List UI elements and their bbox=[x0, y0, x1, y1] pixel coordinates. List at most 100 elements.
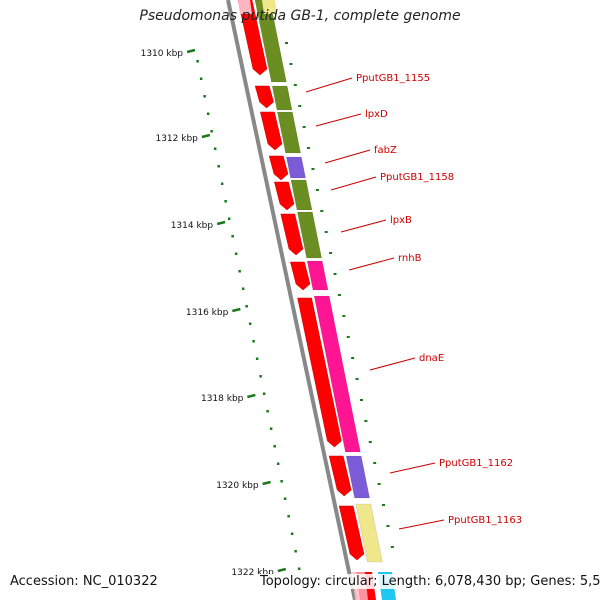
minor-tick-dot bbox=[262, 392, 266, 395]
feature-block bbox=[297, 211, 322, 259]
feature-tick-dot bbox=[359, 399, 363, 401]
leader-line bbox=[330, 176, 377, 191]
tick-label: 1314 kbp bbox=[171, 221, 214, 231]
tick-label: 1312 kbp bbox=[155, 134, 198, 144]
minor-tick-dot bbox=[217, 165, 220, 168]
leader-line bbox=[398, 519, 445, 530]
gene-label: fabZ bbox=[374, 145, 397, 156]
tick-mark bbox=[277, 567, 287, 573]
feature-tick-dot bbox=[342, 315, 346, 317]
tick-mark bbox=[247, 393, 256, 399]
gene-label: lpxD bbox=[365, 109, 388, 120]
minor-tick-dot bbox=[245, 305, 248, 308]
tick-label: 1320 kbp bbox=[216, 481, 259, 491]
minor-tick-dot bbox=[283, 497, 287, 500]
minor-tick-dot bbox=[241, 287, 245, 290]
feature-tick-dot bbox=[324, 231, 328, 233]
feature-tick-dot bbox=[386, 525, 390, 527]
feature-tick-dot bbox=[390, 546, 394, 548]
tick-mark bbox=[201, 133, 211, 139]
feature-block bbox=[262, 0, 277, 14]
feature-tick-dot bbox=[351, 357, 355, 359]
feature-block bbox=[345, 455, 370, 499]
minor-tick-dot bbox=[269, 427, 273, 430]
feature-block bbox=[290, 179, 313, 211]
cds-arrow bbox=[274, 181, 295, 211]
minor-tick-dot bbox=[252, 340, 255, 343]
feature-block bbox=[277, 111, 301, 154]
cds-arrow bbox=[297, 297, 342, 448]
cds-arrow bbox=[237, 0, 268, 76]
leader-line bbox=[340, 219, 387, 233]
tick-mark bbox=[186, 48, 196, 54]
minor-tick-dot bbox=[259, 375, 262, 378]
feature-tick-dot bbox=[333, 273, 337, 275]
tick-label: 1310 kbp bbox=[141, 49, 184, 59]
cds-arrow bbox=[268, 155, 289, 181]
minor-tick-dot bbox=[266, 410, 269, 413]
gene-label: PputGB1_1163 bbox=[448, 515, 522, 526]
feature-tick-dot bbox=[302, 126, 306, 128]
backbone-line bbox=[226, 0, 357, 600]
cds-arrow bbox=[280, 213, 304, 256]
feature-tick-dot bbox=[293, 84, 297, 86]
feature-track bbox=[238, 0, 396, 600]
tick-label: 1322 kbp bbox=[231, 568, 274, 578]
feature-block bbox=[313, 295, 361, 453]
cds-track bbox=[237, 0, 376, 600]
backbone bbox=[226, 0, 357, 600]
gene-label: dnaE bbox=[419, 353, 444, 364]
feature-block bbox=[306, 260, 329, 291]
minor-tick-dot bbox=[231, 235, 234, 238]
gene-label: PputGB1_1162 bbox=[439, 458, 513, 469]
cds-arrow bbox=[328, 455, 352, 497]
feature-tick-dot bbox=[315, 189, 319, 191]
leader-line bbox=[369, 357, 416, 371]
feature-tick-dot bbox=[285, 42, 288, 44]
minor-tick-dot bbox=[294, 550, 297, 553]
accession-text: Accession: NC_010322 bbox=[8, 574, 160, 589]
cds-arrow bbox=[254, 85, 274, 109]
tick-label: 1318 kbp bbox=[201, 394, 244, 404]
feature-tick-dot bbox=[329, 252, 333, 254]
minor-tick-dot bbox=[287, 515, 290, 518]
gene-label: lpxB bbox=[390, 215, 412, 226]
feature-tick-dot bbox=[364, 420, 368, 422]
minor-tick-dot bbox=[238, 270, 241, 273]
minor-tick-dot bbox=[206, 112, 210, 115]
feature-block bbox=[286, 156, 306, 179]
feature-tick-dot bbox=[377, 483, 381, 485]
feature-block bbox=[254, 0, 287, 83]
minor-tick-dot bbox=[297, 567, 301, 570]
feature-tick-dot bbox=[298, 105, 302, 107]
leader-line bbox=[324, 149, 371, 164]
leader-line bbox=[315, 113, 362, 127]
gene-label: rnhB bbox=[398, 253, 422, 264]
feature-tick-dot bbox=[337, 294, 341, 296]
tick-label: 1316 kbp bbox=[186, 308, 229, 318]
minor-tick-dot bbox=[213, 147, 217, 150]
feature-tick-dot bbox=[289, 63, 293, 65]
minor-tick-dot bbox=[203, 95, 206, 98]
feature-tick-dot bbox=[320, 210, 324, 212]
gene-label: PputGB1_1155 bbox=[356, 73, 430, 84]
minor-tick-dot bbox=[248, 322, 252, 325]
minor-tick-dot bbox=[227, 217, 231, 220]
feature-tick-dot bbox=[382, 504, 386, 506]
feature-block bbox=[238, 0, 252, 14]
genome-summary-text: Topology: circular; Length: 6,078,430 bp… bbox=[258, 574, 600, 589]
feature-block bbox=[271, 85, 293, 111]
feature-tick-dot bbox=[355, 378, 359, 380]
cds-arrow bbox=[338, 505, 365, 561]
gene-label: PputGB1_1158 bbox=[380, 172, 454, 183]
feature-tick-dot bbox=[346, 336, 350, 338]
feature-block bbox=[355, 503, 383, 563]
page-title: Pseudomonas putida GB-1, complete genome bbox=[139, 8, 461, 24]
tick-mark bbox=[216, 220, 226, 226]
cds-arrow bbox=[260, 111, 283, 151]
tick-mark bbox=[232, 307, 241, 313]
feature-tick-dot bbox=[368, 441, 372, 443]
minor-tick-dot bbox=[210, 130, 213, 133]
